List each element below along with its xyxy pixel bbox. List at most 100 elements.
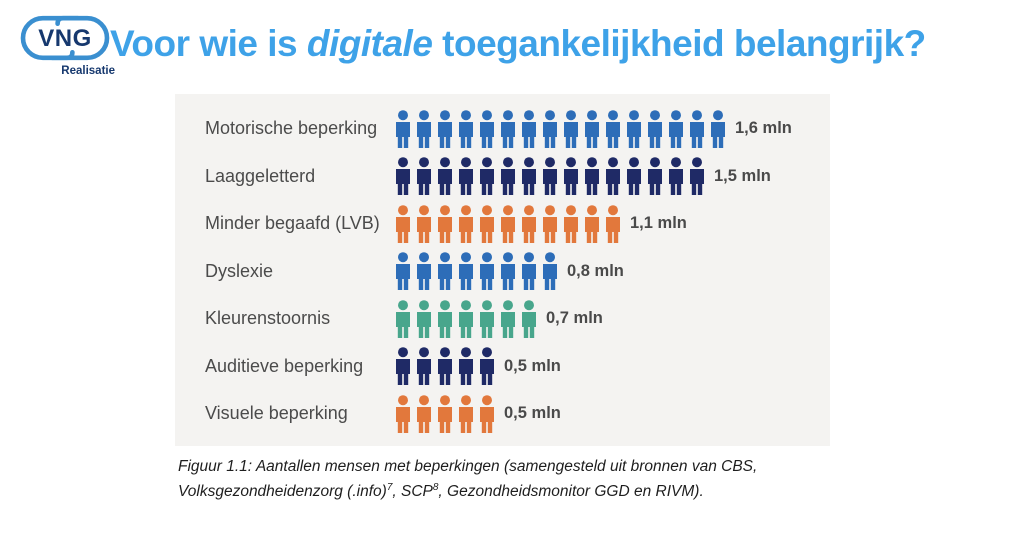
person-icon	[647, 157, 663, 195]
vng-logo-subtext: Realisatie	[61, 65, 115, 77]
icon-strip	[395, 395, 495, 433]
person-icon	[437, 110, 453, 148]
person-icon	[479, 395, 495, 433]
value-label: 0,5 mln	[504, 356, 561, 375]
person-icon	[395, 157, 411, 195]
category-label: Minder begaafd (LVB)	[205, 213, 380, 234]
person-icon	[542, 110, 558, 148]
value-label: 0,5 mln	[504, 404, 561, 423]
figure-caption: Figuur 1.1: Aantallen mensen met beperki…	[178, 456, 757, 502]
person-icon	[689, 110, 705, 148]
person-icon	[500, 300, 516, 338]
pictogram-row: Laaggeletterd 1,5 mln	[175, 153, 830, 201]
category-label: Auditieve beperking	[205, 355, 364, 376]
vng-logo-text: VNG	[38, 25, 92, 52]
caption-line2-b: , SCP	[392, 483, 433, 501]
person-icon	[521, 252, 537, 290]
value-label: 1,6 mln	[735, 119, 792, 138]
icon-strip	[395, 347, 495, 385]
person-icon	[479, 157, 495, 195]
value-label: 1,1 mln	[630, 214, 687, 233]
caption-footnote-8: 8	[432, 482, 439, 493]
person-icon	[500, 205, 516, 243]
person-icon	[395, 110, 411, 148]
caption-line2-c: , Gezondheidsmonitor GGD en RIVM).	[438, 483, 704, 501]
category-label: Visuele beperking	[205, 403, 348, 424]
person-icon	[542, 252, 558, 290]
caption-line2: Volksgezondheidenzorg (.info)7, SCP8, Ge…	[178, 477, 757, 502]
person-icon	[479, 347, 495, 385]
pictogram-row: Auditieve beperking 0,5 mln	[175, 343, 830, 391]
person-icon	[437, 252, 453, 290]
person-icon	[458, 205, 474, 243]
person-icon	[479, 252, 495, 290]
person-icon	[437, 300, 453, 338]
person-icon	[479, 300, 495, 338]
person-icon	[416, 395, 432, 433]
person-icon	[668, 157, 684, 195]
person-icon	[458, 110, 474, 148]
person-icon	[416, 205, 432, 243]
person-icon	[689, 157, 705, 195]
person-icon	[542, 157, 558, 195]
person-icon	[395, 395, 411, 433]
person-icon	[626, 110, 642, 148]
icon-strip	[395, 300, 537, 338]
person-icon	[668, 110, 684, 148]
person-icon	[710, 110, 726, 148]
person-icon	[584, 110, 600, 148]
person-icon	[458, 395, 474, 433]
category-label: Motorische beperking	[205, 118, 378, 139]
person-icon	[395, 252, 411, 290]
page-title: Voor wie is digitale toegankelijkheid be…	[110, 23, 926, 65]
person-icon	[479, 110, 495, 148]
person-icon	[500, 157, 516, 195]
person-icon	[500, 110, 516, 148]
person-icon	[437, 205, 453, 243]
person-icon	[605, 157, 621, 195]
vng-logo-outline-icon	[20, 15, 110, 61]
person-icon	[416, 300, 432, 338]
person-icon	[584, 157, 600, 195]
person-icon	[416, 157, 432, 195]
title-emphasis: digitale	[306, 23, 433, 64]
person-icon	[500, 252, 516, 290]
person-icon	[521, 205, 537, 243]
person-icon	[416, 347, 432, 385]
person-icon	[395, 300, 411, 338]
person-icon	[521, 157, 537, 195]
person-icon	[395, 347, 411, 385]
person-icon	[458, 157, 474, 195]
person-icon	[395, 205, 411, 243]
title-suffix: toegankelijkheid belangrijk?	[432, 23, 926, 64]
title-prefix: Voor wie is	[110, 23, 307, 64]
person-icon	[563, 110, 579, 148]
person-icon	[521, 300, 537, 338]
person-icon	[605, 205, 621, 243]
person-icon	[437, 395, 453, 433]
caption-footnote-7: 7	[386, 482, 393, 493]
person-icon	[458, 252, 474, 290]
icon-strip	[395, 157, 705, 195]
caption-line2-a: Volksgezondheidenzorg (.info)	[178, 483, 387, 501]
person-icon	[605, 110, 621, 148]
category-label: Dyslexie	[205, 260, 274, 281]
person-icon	[437, 347, 453, 385]
person-icon	[584, 205, 600, 243]
category-label: Kleurenstoornis	[205, 308, 331, 329]
category-label: Laaggeletterd	[205, 165, 316, 186]
person-icon	[437, 157, 453, 195]
value-label: 0,7 mln	[546, 309, 603, 328]
pictogram-row: Motorische beperking 1,6 mln	[175, 105, 830, 153]
icon-strip	[395, 252, 558, 290]
person-icon	[521, 110, 537, 148]
person-icon	[647, 110, 663, 148]
person-icon	[563, 205, 579, 243]
person-icon	[563, 157, 579, 195]
person-icon	[416, 110, 432, 148]
pictogram-row: Visuele beperking 0,5 mln	[175, 390, 830, 438]
person-icon	[458, 300, 474, 338]
person-icon	[479, 205, 495, 243]
value-label: 1,5 mln	[714, 166, 771, 185]
